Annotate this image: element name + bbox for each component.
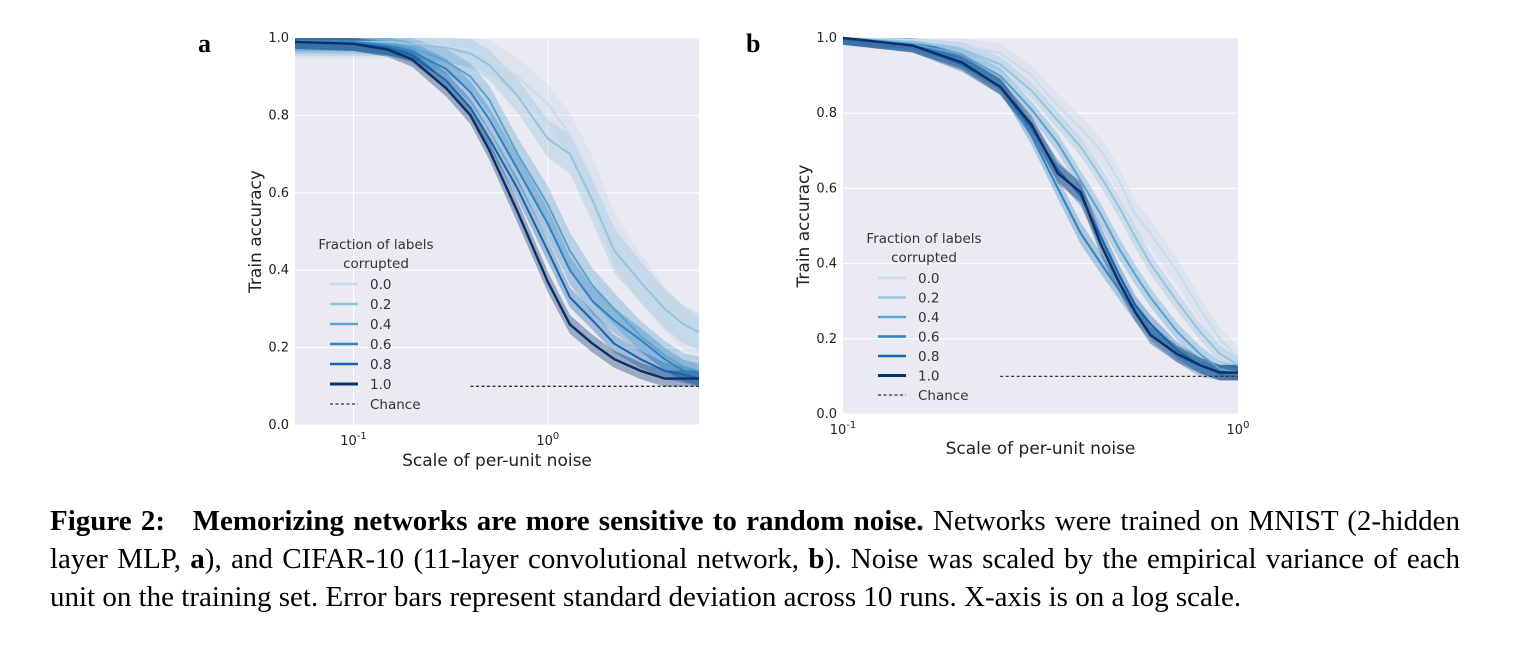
series-line-0-8 xyxy=(294,40,700,380)
caption-ref-a: a xyxy=(190,543,205,575)
legend-entry: 0.4 xyxy=(370,317,391,333)
series-line-0-4 xyxy=(295,40,700,372)
error-band-0-2 xyxy=(295,38,699,351)
series-line-0-2 xyxy=(842,37,1239,366)
y-tick-label: 0.4 xyxy=(816,257,837,272)
legend-title: Fraction of labels xyxy=(318,237,433,253)
legend-subtitle: corrupted xyxy=(891,250,957,266)
panel-a-chart: a 0.0 0.2 0.4 0.6 0.8 1.0 10-1 100 Scale of per-u… xyxy=(198,29,700,471)
legend-entry-chance: Chance xyxy=(370,397,421,413)
y-tick-label: 0.0 xyxy=(816,407,837,422)
y-tick-label: 0.8 xyxy=(816,106,837,121)
plot-area xyxy=(295,38,699,425)
y-axis-label: Train accuracy xyxy=(246,170,266,294)
legend-entry: 0.8 xyxy=(918,349,939,365)
figure-canvas: a 0.0 0.2 0.4 0.6 0.8 1.0 10-1 100 Scale of per-u… xyxy=(198,29,1249,471)
caption-ref-b: b xyxy=(808,543,825,575)
series-line-0-0 xyxy=(842,37,1239,359)
error-band-0-4 xyxy=(295,38,699,385)
caption-text-3: ). Noise was scaled by the empirical var… xyxy=(50,543,1460,613)
y-tick-label: 0.4 xyxy=(268,263,289,278)
series-line-0-6 xyxy=(295,40,700,376)
x-axis-label: Scale of per-unit noise xyxy=(946,439,1136,459)
caption-text-2: ), and CIFAR-10 (11-layer convolutional … xyxy=(204,543,809,575)
legend: Fraction of labels corrupted 0.0 0.2 0.4 0.6 0… xyxy=(866,231,981,404)
error-band-0-6 xyxy=(295,38,699,386)
legend-entry: 0.0 xyxy=(370,277,391,293)
x-tick-label: 100 xyxy=(1227,420,1250,438)
series-line-0-2 xyxy=(295,40,700,333)
panel-letter: b xyxy=(746,29,760,58)
legend-entry: 1.0 xyxy=(370,377,391,393)
y-tick-label: 0.2 xyxy=(268,341,289,356)
caption-text-1: Networks were trained on MNIST (2-hidden… xyxy=(50,505,1460,575)
y-tick-label: 0.6 xyxy=(268,186,289,201)
y-tick-label: 0.8 xyxy=(268,108,289,123)
x-axis-label: Scale of per-unit noise xyxy=(402,451,592,471)
figure-caption: Figure 2: Memorizing networks are more s… xyxy=(50,502,1460,616)
y-tick-label: 0.2 xyxy=(816,332,837,347)
error-band-0-4 xyxy=(843,38,1238,381)
y-tick-label: 1.0 xyxy=(816,31,837,46)
legend-entry: 0.6 xyxy=(370,337,391,353)
series-line-0-6 xyxy=(842,37,1238,374)
x-tick-label: 10-1 xyxy=(830,420,857,438)
legend-entry: 0.6 xyxy=(918,330,939,346)
series-line-0-4 xyxy=(842,37,1239,374)
legend-entry: 0.0 xyxy=(918,271,939,287)
error-band-0-2 xyxy=(843,38,1238,374)
series-line-1-0 xyxy=(842,36,1238,374)
legend: Fraction of labels corrupted 0.0 0.2 0.4 0.6 0… xyxy=(318,237,433,413)
legend-entry: 1.0 xyxy=(918,369,939,385)
legend-title: Fraction of labels xyxy=(866,231,981,247)
x-tick-label: 100 xyxy=(536,431,559,449)
legend-subtitle: corrupted xyxy=(343,256,409,272)
caption-title: Memorizing networks are more sensitive t… xyxy=(192,505,924,537)
y-tick-label: 0.0 xyxy=(268,418,289,433)
x-tick-label: 10-1 xyxy=(340,431,367,449)
legend-entry: 0.2 xyxy=(918,291,939,307)
caption-label: Figure 2: xyxy=(50,505,165,537)
legend-entry: 0.4 xyxy=(918,310,939,326)
legend-entry: 0.8 xyxy=(370,357,391,373)
panel-b-chart: b 0.0 0.2 0.4 0.6 0.8 1.0 10-1 100 Scale of per-u… xyxy=(746,29,1249,459)
panel-letter: a xyxy=(198,29,211,58)
legend-entry-chance: Chance xyxy=(918,388,969,404)
series-line-1-0 xyxy=(294,40,699,380)
y-tick-label: 1.0 xyxy=(268,31,289,46)
y-tick-label: 0.6 xyxy=(816,181,837,196)
y-axis-label: Train accuracy xyxy=(794,165,814,289)
legend-entry: 0.2 xyxy=(370,297,391,313)
